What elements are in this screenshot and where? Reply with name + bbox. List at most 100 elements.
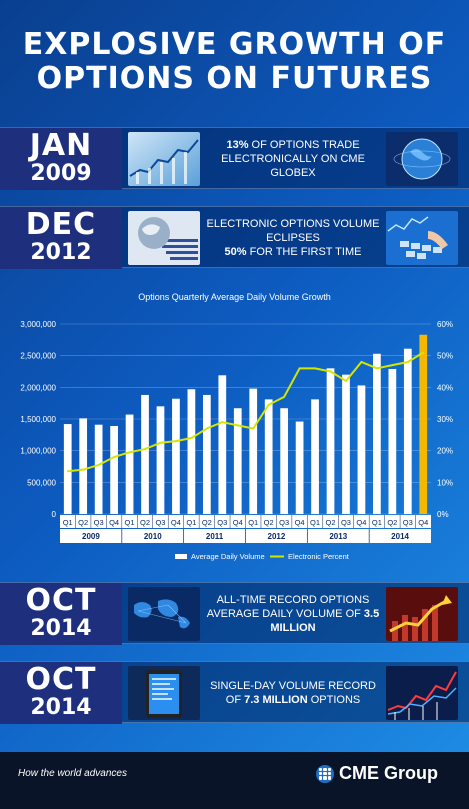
stock-chart-image xyxy=(128,132,200,186)
legend-bar-swatch xyxy=(175,554,187,559)
y-left-tick-label: 2,000,000 xyxy=(20,383,56,392)
line-point xyxy=(376,367,378,370)
line-point xyxy=(97,464,100,466)
bar xyxy=(233,408,242,514)
x-tick-label: Q2 xyxy=(140,518,150,527)
y-left-tick-label: 1,000,000 xyxy=(20,447,56,456)
year-label: 2011 xyxy=(206,532,224,541)
date-box: JAN 2009 xyxy=(0,128,122,190)
date-box: OCT 2014 xyxy=(0,583,122,645)
milestone-month: OCT xyxy=(25,583,97,618)
bar xyxy=(326,368,335,514)
x-tick-label: Q3 xyxy=(155,518,165,527)
cme-group-logo[interactable]: CME Group xyxy=(316,763,438,784)
milestone-year: 2009 xyxy=(30,161,92,186)
bar xyxy=(403,348,412,514)
y-left-tick-label: 2,500,000 xyxy=(20,352,56,361)
x-tick-label: Q4 xyxy=(295,518,305,527)
market-chart-image xyxy=(386,666,458,720)
line-point xyxy=(283,396,285,398)
x-tick-label: Q1 xyxy=(63,518,73,527)
x-tick-label: Q1 xyxy=(248,518,258,527)
line-point xyxy=(314,367,316,370)
globe-image xyxy=(386,132,458,186)
milestone-before: ALL-TIME RECORD OPTIONS AVERAGE DAILY VO… xyxy=(206,594,370,620)
date-box: DEC 2012 xyxy=(0,207,122,269)
bar xyxy=(342,374,350,514)
line-point xyxy=(345,380,347,382)
line-point xyxy=(252,427,255,430)
chart-svg: 0 500,000 1,000,000 1,500,000 2,000,000 2,500… xyxy=(20,320,453,561)
x-tick-label: Q4 xyxy=(418,518,428,527)
line-point xyxy=(407,361,409,363)
milestone-text: ELECTRONIC OPTIONS VOLUME ECLIPSES 50% FO… xyxy=(204,207,382,269)
bar xyxy=(280,408,289,514)
milestone-after: OPTIONS xyxy=(307,694,361,706)
x-tick-label: Q1 xyxy=(125,518,135,527)
milestone-oct-2014-single-day: OCT 2014 SINGLE-DAY VOLUME RECORD OF 7.3… xyxy=(0,661,469,724)
milestone-bold: 3.5 MILLION xyxy=(270,608,380,634)
milestone-text: SINGLE-DAY VOLUME RECORD OF 7.3 MILLION … xyxy=(204,662,382,724)
footer xyxy=(0,752,469,809)
bar xyxy=(311,399,319,514)
line-point xyxy=(82,468,84,471)
line-point xyxy=(144,448,146,450)
line-point xyxy=(175,440,177,442)
milestone-after: FOR THE FIRST TIME xyxy=(246,246,362,258)
bar xyxy=(79,418,88,514)
bar xyxy=(295,421,304,514)
year-label: 2010 xyxy=(144,532,162,541)
x-tick-label: Q3 xyxy=(217,518,227,527)
line-point xyxy=(298,367,301,370)
page-title: EXPLOSIVE GROWTH OF OPTIONS ON FUTURES xyxy=(0,28,469,96)
milestone-before: ELECTRONIC OPTIONS VOLUME ECLIPSES xyxy=(206,218,380,244)
bar xyxy=(110,425,118,514)
bar xyxy=(202,394,211,514)
milestone-oct-2014-adv: OCT 2014 ALL-TIME RECORD OPTIONS AVERAGE… xyxy=(0,582,469,645)
x-tick-label: Q3 xyxy=(279,518,289,527)
bar xyxy=(249,388,258,514)
y-right-tick-label: 20% xyxy=(437,447,453,456)
year-label: 2009 xyxy=(82,532,100,541)
line-point xyxy=(267,403,270,406)
bar xyxy=(187,389,196,514)
x-tick-label: Q2 xyxy=(387,518,397,527)
milestone-year: 2012 xyxy=(30,240,92,265)
globe-circuit-image xyxy=(128,211,200,265)
electronic-percent-line xyxy=(67,351,424,473)
x-tick-label: Q2 xyxy=(264,518,274,527)
milestone-text: ALL-TIME RECORD OPTIONS AVERAGE DAILY VO… xyxy=(204,583,382,645)
line-point xyxy=(236,424,239,427)
bar xyxy=(264,399,273,514)
milestone-bold: 50% xyxy=(224,246,247,258)
line-point xyxy=(66,470,69,473)
bar xyxy=(419,334,428,514)
x-tick-label: Q4 xyxy=(233,518,243,527)
x-tick-label: Q4 xyxy=(109,518,119,527)
line-point xyxy=(391,364,394,366)
bar xyxy=(156,406,165,514)
y-right-tick-label: 30% xyxy=(437,415,453,424)
x-tick-label: Q3 xyxy=(403,518,413,527)
milestone-month: DEC xyxy=(25,207,97,242)
y-right-tick-label: 10% xyxy=(437,478,453,487)
title-line-2: OPTIONS ON FUTURES xyxy=(36,61,433,96)
line-point xyxy=(329,370,332,373)
milestone-rest: OF OPTIONS TRADE ELECTRONICALLY ON CME G… xyxy=(221,139,365,179)
year-label: 2013 xyxy=(329,532,347,541)
smartphone-image xyxy=(128,666,200,720)
x-tick-label: Q1 xyxy=(372,518,382,527)
y-left-tick-label: 3,000,000 xyxy=(20,320,56,329)
cme-globe-icon xyxy=(316,764,334,783)
bar xyxy=(141,394,149,514)
x-tick-label: Q1 xyxy=(186,518,196,527)
title-line-1: EXPLOSIVE GROWTH OF xyxy=(22,27,447,62)
rising-arrow-image xyxy=(386,587,458,641)
line-point xyxy=(159,441,162,444)
line-point xyxy=(113,456,115,458)
y-right-tick-label: 0% xyxy=(437,510,449,519)
line-point xyxy=(190,437,193,439)
milestone-bold: 7.3 MILLION xyxy=(244,694,308,706)
logo-text: CME Group xyxy=(339,763,438,783)
x-tick-label: Q1 xyxy=(310,518,320,527)
